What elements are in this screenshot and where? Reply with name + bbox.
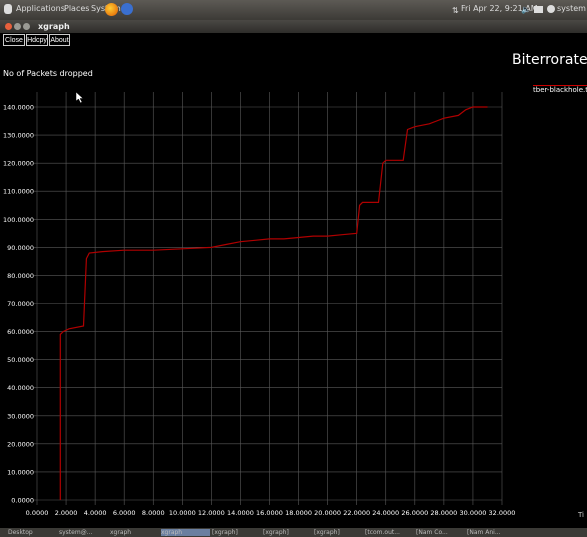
network-icon[interactable]: ⇅	[452, 6, 459, 15]
y-tick-label: 0.0000	[11, 497, 34, 505]
chart-title: Biterrorate	[512, 52, 587, 68]
user-name[interactable]: system	[557, 4, 586, 13]
taskbar-item[interactable]: system@...	[59, 529, 93, 536]
x-tick-label: 18.0000	[285, 509, 312, 517]
top-panel: Applications Places System ⇅ Fri Apr 22,…	[0, 0, 587, 20]
x-tick-label: 28.0000	[430, 509, 457, 517]
x-axis-label: Ti	[578, 511, 585, 519]
y-tick-label: 120.0000	[3, 160, 34, 168]
y-tick-label: 140.0000	[3, 104, 34, 112]
close-button[interactable]: Close	[3, 34, 25, 46]
y-axis-label: No of Packets dropped	[3, 69, 93, 78]
x-tick-label: 32.0000	[489, 509, 516, 517]
window-title: xgraph	[38, 22, 70, 31]
about-button[interactable]: About	[49, 34, 70, 46]
x-tick-label: 14.0000	[227, 509, 254, 517]
taskbar-item[interactable]: xgraph	[110, 529, 132, 536]
x-tick-label: 0.0000	[26, 509, 49, 517]
clock[interactable]: Fri Apr 22, 9:21 AM	[461, 4, 538, 13]
x-tick-label: 10.0000	[169, 509, 196, 517]
y-tick-label: 30.0000	[7, 412, 34, 420]
y-tick-label: 50.0000	[7, 356, 34, 364]
maximize-window-icon[interactable]	[23, 23, 30, 30]
taskbar-item[interactable]: [Nam Co...	[416, 529, 448, 536]
y-tick-label: 60.0000	[7, 328, 34, 336]
x-tick-label: 2.0000	[55, 509, 78, 517]
taskbar-item[interactable]: xgraph	[161, 529, 210, 536]
hdcpy-button[interactable]: Hdcpy	[26, 34, 48, 46]
mouse-pointer-icon	[76, 92, 84, 103]
applications-menu[interactable]: Applications	[16, 4, 65, 13]
volume-icon[interactable]: 🔈	[521, 5, 531, 14]
x-tick-label: 30.0000	[459, 509, 486, 517]
x-tick-label: 8.0000	[142, 509, 165, 517]
y-tick-label: 80.0000	[7, 272, 34, 280]
y-tick-label: 20.0000	[7, 440, 34, 448]
x-tick-label: 4.0000	[84, 509, 107, 517]
legend-swatch	[533, 85, 587, 86]
taskbar-item[interactable]: [xgraph]	[212, 529, 238, 536]
series-line	[59, 106, 488, 500]
x-tick-label: 16.0000	[256, 509, 283, 517]
y-tick-label: 110.0000	[3, 188, 34, 196]
window-titlebar: xgraph	[0, 20, 587, 33]
x-tick-label: 24.0000	[372, 509, 399, 517]
legend-entry: tber-blackhole.tr	[533, 86, 587, 94]
taskbar-item[interactable]: [Nam Ani...	[467, 529, 501, 536]
y-tick-label: 130.0000	[3, 132, 34, 140]
firefox-icon[interactable]	[105, 3, 118, 16]
y-tick-label: 100.0000	[3, 216, 34, 224]
x-tick-label: 6.0000	[113, 509, 136, 517]
taskbar-item[interactable]: [xgraph]	[263, 529, 289, 536]
user-icon[interactable]	[547, 5, 555, 13]
minimize-window-icon[interactable]	[14, 23, 21, 30]
taskbar-item[interactable]: [tcom.out...	[365, 529, 400, 536]
x-tick-label: 22.0000	[343, 509, 370, 517]
x-tick-label: 26.0000	[401, 509, 428, 517]
taskbar-item[interactable]: Desktop	[8, 529, 33, 536]
gnome-foot-icon[interactable]	[4, 4, 12, 14]
x-tick-label: 20.0000	[314, 509, 341, 517]
close-window-icon[interactable]	[5, 23, 12, 30]
x-tick-label: 12.0000	[198, 509, 225, 517]
y-tick-label: 10.0000	[7, 468, 34, 476]
places-menu[interactable]: Places	[64, 4, 90, 13]
mail-icon[interactable]	[534, 6, 543, 13]
y-tick-label: 40.0000	[7, 384, 34, 392]
taskbar-item[interactable]: [xgraph]	[314, 529, 340, 536]
bottom-taskbar: Desktop system@... xgraph xgraph [xgraph] [xg…	[0, 528, 587, 537]
help-icon[interactable]	[121, 3, 133, 15]
y-tick-label: 90.0000	[7, 244, 34, 252]
y-tick-label: 70.0000	[7, 300, 34, 308]
